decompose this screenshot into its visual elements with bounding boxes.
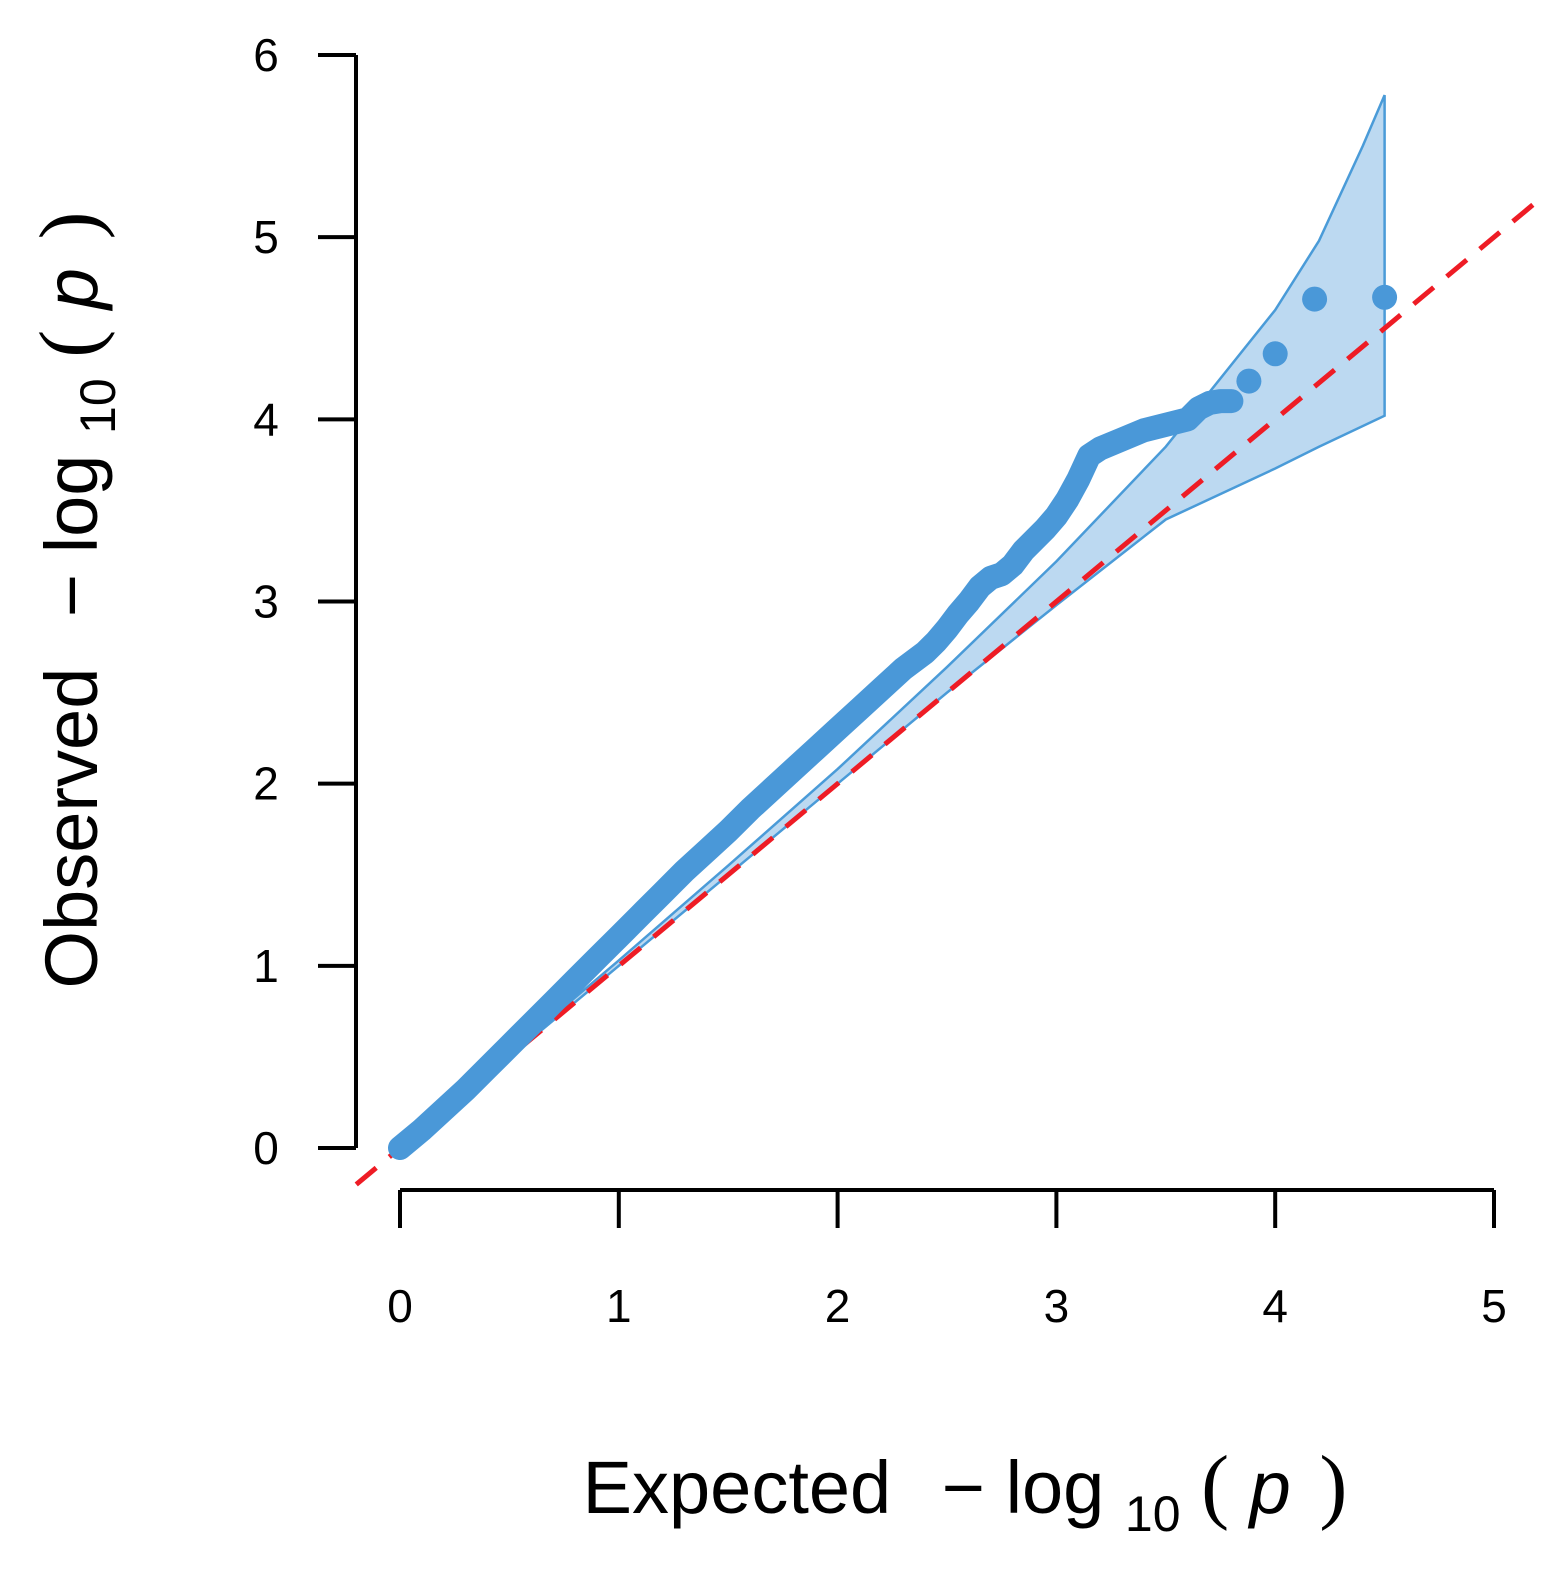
y-axis-title-prefix: Observed — [30, 668, 113, 989]
x-tick-label: 2 — [825, 1280, 851, 1332]
y-tick-label: 4 — [253, 393, 279, 445]
x-axis-title-base: 10 — [1125, 1486, 1181, 1542]
x-axis-ticks: 0 1 2 3 4 5 — [387, 1190, 1507, 1332]
observed-point-3 — [1302, 286, 1328, 312]
x-tick-label: 4 — [1262, 1280, 1288, 1332]
observed-point-4 — [1372, 284, 1398, 310]
x-axis-title-open-paren: ( — [1201, 1439, 1229, 1532]
y-tick-label: 0 — [253, 1122, 279, 1174]
x-axis-title-var: p — [1248, 1446, 1291, 1529]
x-axis-title-prefix: Expected — [583, 1446, 892, 1529]
x-tick-label: 3 — [1044, 1280, 1070, 1332]
x-tick-label: 0 — [387, 1280, 413, 1332]
confidence-band-layer — [399, 94, 1386, 1149]
y-axis: 0 1 2 3 4 5 6 — [253, 29, 358, 1174]
x-tick-label: 1 — [606, 1280, 632, 1332]
confidence-band — [399, 94, 1386, 1149]
x-axis-title-minus: − — [942, 1446, 985, 1529]
y-tick-label: 2 — [253, 758, 279, 810]
y-axis-title-open-paren: ( — [23, 330, 116, 358]
y-axis-title: Observed − log 10 ( p ) — [23, 212, 131, 989]
observed-point-2 — [1262, 341, 1288, 367]
y-axis-title-base: 10 — [70, 378, 126, 434]
x-tick-label: 5 — [1481, 1280, 1507, 1332]
y-axis-ticks: 0 1 2 3 4 5 6 — [253, 29, 356, 1174]
observed-points-band — [388, 389, 1244, 1160]
y-tick-label: 3 — [253, 576, 279, 628]
x-axis-title-log: log — [1006, 1446, 1105, 1529]
y-tick-label: 6 — [253, 29, 279, 81]
y-axis-title-close-paren: ) — [23, 212, 116, 240]
y-tick-label: 5 — [253, 211, 279, 263]
x-axis: 0 1 2 3 4 5 — [387, 1188, 1507, 1332]
y-axis-title-log: log — [30, 455, 113, 554]
observed-point-1 — [1236, 368, 1262, 394]
y-axis-title-minus: − — [30, 574, 113, 617]
x-axis-title: Expected − log 10 ( p ) — [583, 1439, 1348, 1547]
y-axis-title-var: p — [30, 268, 113, 311]
y-tick-label: 1 — [253, 940, 279, 992]
observed-series-layer — [388, 284, 1398, 1160]
x-axis-title-close-paren: ) — [1319, 1439, 1347, 1532]
